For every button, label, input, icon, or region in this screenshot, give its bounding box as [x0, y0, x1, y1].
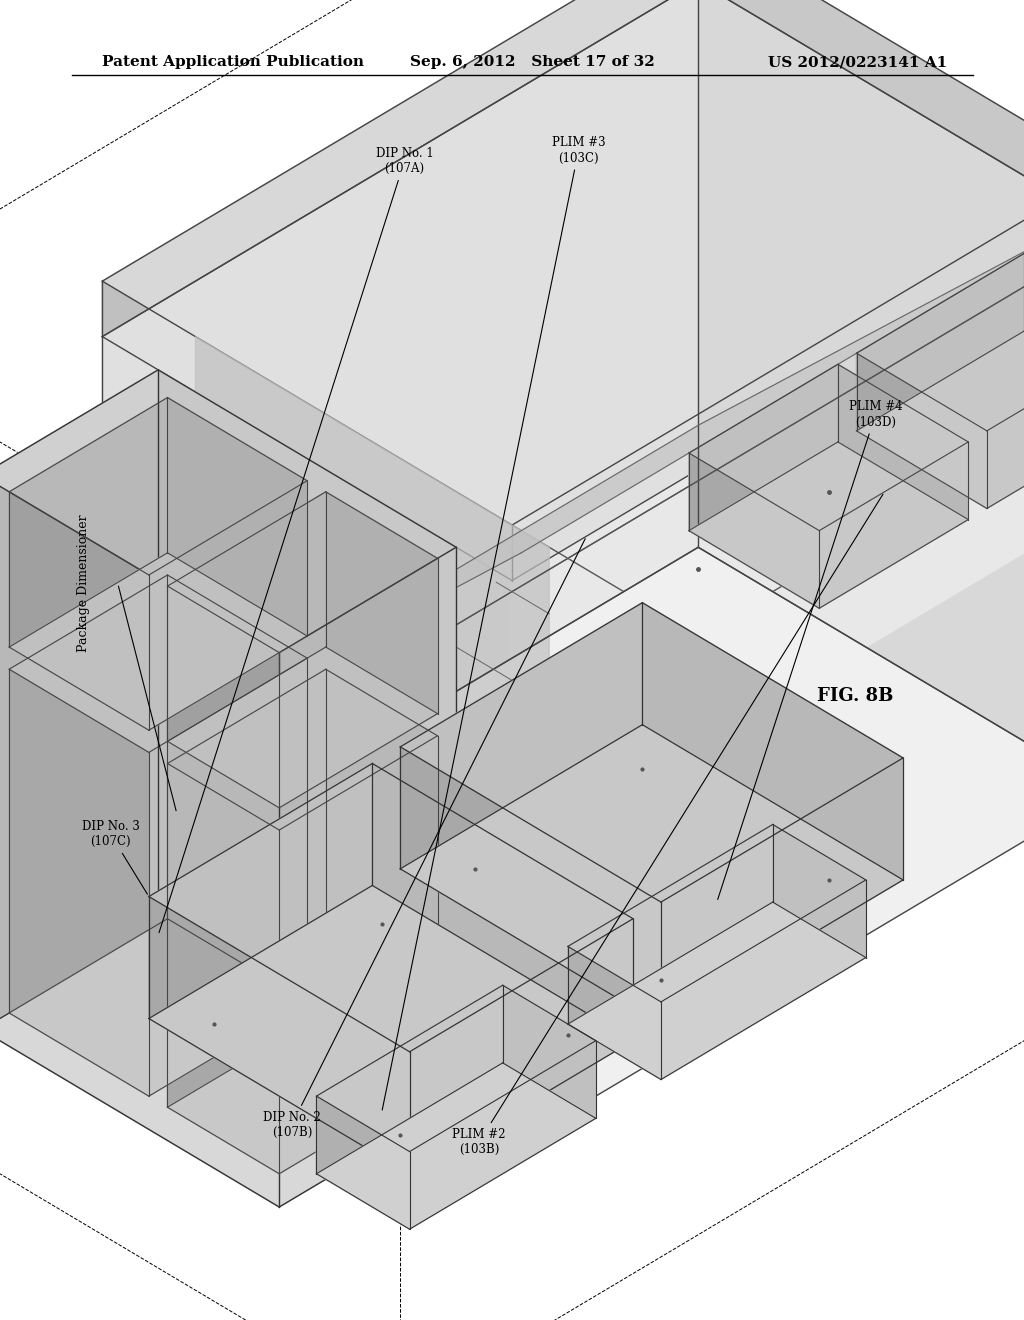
Polygon shape	[326, 669, 437, 1080]
Polygon shape	[410, 1040, 596, 1229]
Polygon shape	[856, 354, 987, 508]
Polygon shape	[102, 0, 698, 337]
Polygon shape	[316, 985, 596, 1151]
Polygon shape	[660, 880, 866, 1080]
Polygon shape	[316, 1063, 596, 1229]
Polygon shape	[280, 735, 437, 1173]
Text: PLIM #2
(103B): PLIM #2 (103B)	[453, 494, 883, 1156]
Polygon shape	[158, 370, 456, 1102]
Polygon shape	[139, 259, 1024, 813]
Polygon shape	[168, 1012, 437, 1173]
Polygon shape	[856, 253, 1024, 430]
Polygon shape	[9, 669, 148, 1096]
Text: US 2012/0223141 A1: US 2012/0223141 A1	[768, 55, 947, 70]
Polygon shape	[503, 985, 596, 1118]
Polygon shape	[102, 281, 512, 581]
Text: DIP No. 3
(107C): DIP No. 3 (107C)	[82, 820, 147, 894]
Polygon shape	[168, 492, 326, 742]
Text: DIP No. 1
(107A): DIP No. 1 (107A)	[159, 147, 433, 933]
Polygon shape	[689, 364, 969, 531]
Polygon shape	[168, 669, 326, 1107]
Polygon shape	[698, 0, 1024, 226]
Polygon shape	[9, 492, 148, 730]
Polygon shape	[148, 896, 410, 1173]
Polygon shape	[102, 0, 1024, 525]
Text: FIG. 8B: FIG. 8B	[817, 686, 893, 705]
Polygon shape	[9, 397, 168, 647]
Polygon shape	[689, 442, 969, 609]
Text: DIP No. 2
(107B): DIP No. 2 (107B)	[263, 539, 586, 1139]
Text: PLIM #3
(103C): PLIM #3 (103C)	[382, 136, 605, 1110]
Polygon shape	[9, 397, 307, 576]
Polygon shape	[410, 919, 633, 1173]
Polygon shape	[568, 902, 866, 1080]
Polygon shape	[148, 886, 633, 1173]
Polygon shape	[102, 0, 698, 902]
Polygon shape	[689, 364, 838, 531]
Polygon shape	[856, 331, 1024, 508]
Polygon shape	[316, 1096, 410, 1229]
Polygon shape	[148, 659, 307, 1096]
Polygon shape	[660, 758, 903, 1024]
Polygon shape	[168, 576, 307, 1002]
Text: Sep. 6, 2012   Sheet 17 of 32: Sep. 6, 2012 Sheet 17 of 32	[410, 55, 654, 70]
Polygon shape	[373, 763, 633, 1040]
Polygon shape	[280, 548, 456, 1206]
Polygon shape	[773, 825, 866, 957]
Polygon shape	[148, 480, 307, 730]
Polygon shape	[0, 370, 158, 1030]
Polygon shape	[168, 586, 280, 808]
Polygon shape	[512, 226, 1024, 858]
Polygon shape	[568, 946, 660, 1080]
Polygon shape	[838, 364, 969, 520]
Polygon shape	[698, 0, 1024, 791]
Text: Package Dimensioner: Package Dimensioner	[78, 515, 90, 652]
Polygon shape	[0, 924, 456, 1206]
Polygon shape	[400, 603, 642, 869]
Polygon shape	[819, 442, 969, 609]
Polygon shape	[568, 825, 773, 1024]
Polygon shape	[568, 825, 866, 1002]
Polygon shape	[280, 558, 437, 808]
Text: PLIM #4
(103D): PLIM #4 (103D)	[718, 400, 902, 899]
Polygon shape	[987, 331, 1024, 508]
Text: Patent Application Publication: Patent Application Publication	[102, 55, 365, 70]
Polygon shape	[9, 553, 307, 730]
Polygon shape	[512, 170, 1024, 581]
Polygon shape	[168, 492, 437, 652]
Polygon shape	[512, 70, 1024, 636]
Polygon shape	[0, 475, 280, 1206]
Polygon shape	[689, 453, 819, 609]
Polygon shape	[642, 603, 903, 880]
Polygon shape	[326, 492, 437, 714]
Polygon shape	[196, 337, 549, 780]
Polygon shape	[0, 370, 456, 652]
Polygon shape	[102, 0, 1024, 581]
Polygon shape	[856, 253, 1024, 430]
Polygon shape	[148, 763, 373, 1019]
Polygon shape	[168, 397, 307, 636]
Polygon shape	[168, 669, 437, 830]
Polygon shape	[400, 725, 903, 1024]
Polygon shape	[316, 985, 503, 1173]
Polygon shape	[9, 576, 168, 1012]
Polygon shape	[168, 763, 280, 1173]
Polygon shape	[400, 603, 903, 902]
Polygon shape	[168, 647, 437, 808]
Polygon shape	[9, 919, 307, 1096]
Polygon shape	[102, 548, 1024, 1146]
Polygon shape	[400, 747, 660, 1024]
Polygon shape	[9, 576, 307, 752]
Polygon shape	[148, 763, 633, 1052]
Polygon shape	[168, 236, 1024, 742]
